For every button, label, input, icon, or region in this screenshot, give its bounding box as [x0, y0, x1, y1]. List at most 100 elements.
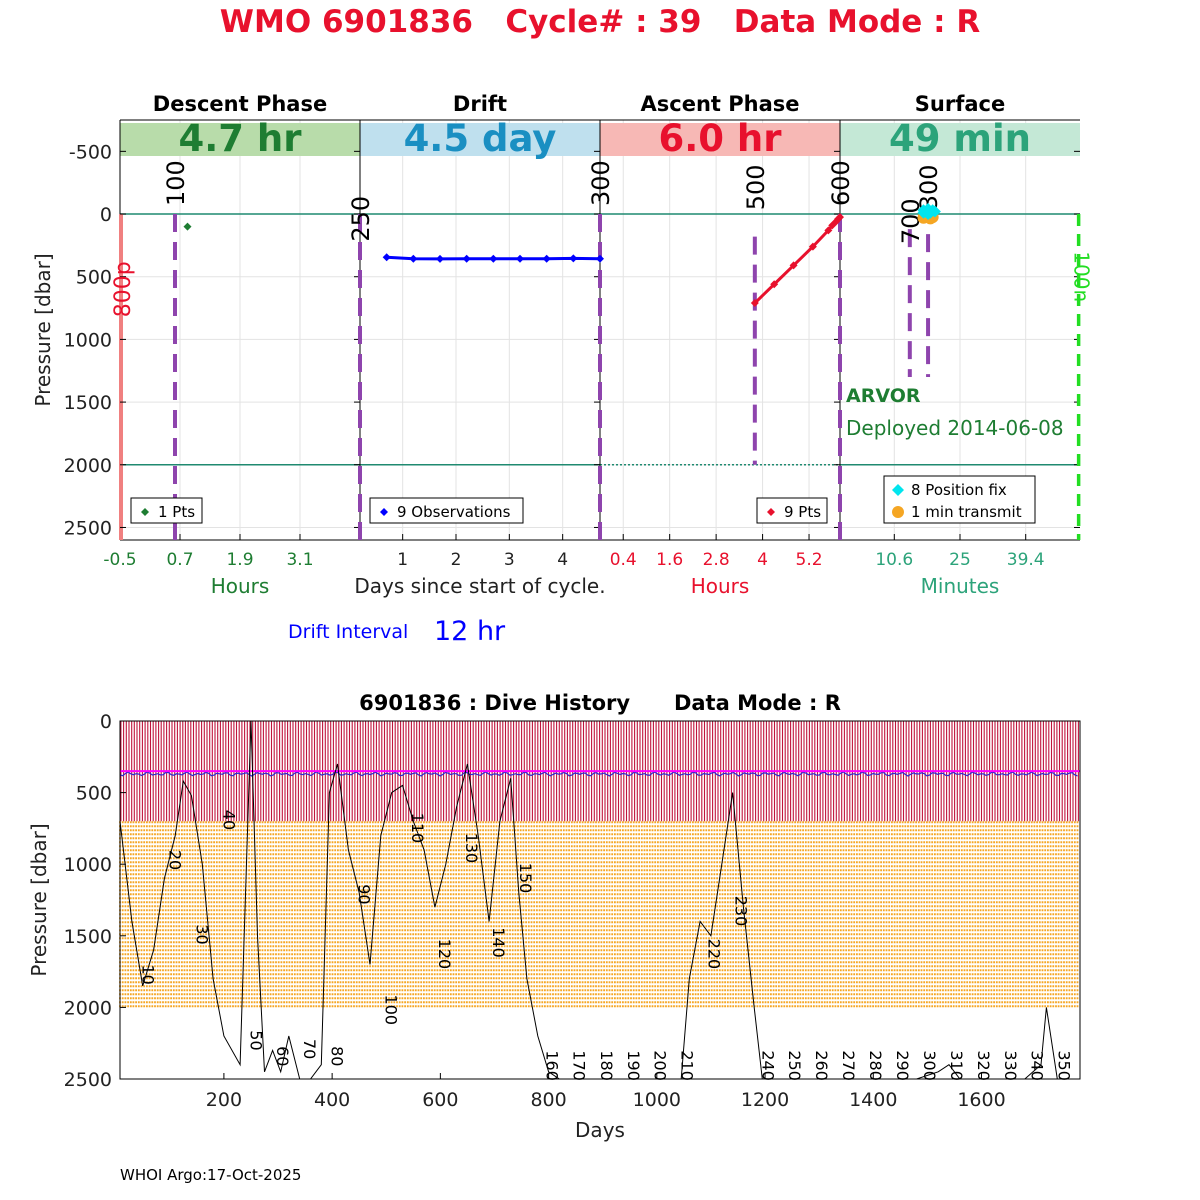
tick-label-x: 3.1 [286, 550, 313, 570]
legend-surface: 8 Position fix 1 min transmit [883, 475, 1036, 524]
tick-label-x: 2.8 [703, 550, 730, 570]
phase-title: Ascent Phase [641, 92, 800, 116]
cycle-label: 120 [435, 939, 454, 970]
y-axis-label: Pressure [dbar] [27, 823, 51, 976]
legend-swatch [767, 508, 775, 516]
cycle-label: 320 [974, 1050, 993, 1081]
cycle-label: 40 [220, 810, 239, 830]
cycle-label: 250 [785, 1050, 804, 1081]
tick-label-x: 4 [557, 550, 568, 570]
cycle-label: 100 [381, 995, 400, 1026]
phase-duration: 4.7 hr [178, 117, 302, 160]
cycle-label: 300 [920, 1050, 939, 1081]
footer-credit: WHOI Argo:17-Oct-2025 [120, 1166, 302, 1184]
marker-label: 300 [587, 160, 615, 206]
x-axis-label: Days since start of cycle. [354, 574, 605, 598]
duration-band [360, 123, 600, 156]
tick-label-x: 1 [397, 550, 408, 570]
drift-interval-value: 12 hr [434, 616, 506, 647]
cycle-label: 180 [597, 1050, 616, 1081]
marker-label: 250 [347, 196, 375, 242]
legend-text: 9 Observations [397, 503, 511, 521]
cycle-label: 330 [1001, 1050, 1020, 1081]
legend-swatch [892, 484, 904, 496]
legend-box [369, 497, 524, 524]
cycle-label: 340 [1028, 1050, 1047, 1081]
drift-point [542, 254, 551, 263]
left-red-bar [119, 214, 123, 540]
drift-point [436, 254, 444, 263]
legend-swatch [892, 506, 904, 518]
tick-label-x: 39.4 [1007, 550, 1045, 570]
tick-label-x: 1.9 [226, 550, 253, 570]
duration-band [120, 123, 360, 156]
legend-swatch [141, 508, 149, 516]
event-marker: 100 [162, 160, 190, 540]
duration-band [840, 123, 1080, 156]
cycle-label: 140 [489, 927, 508, 958]
x-axis-label: Days [575, 1118, 625, 1142]
legend-swatch [380, 508, 388, 516]
phase-duration: 49 min [889, 117, 1031, 160]
legend-ascent: 9 Pts [756, 497, 828, 524]
tick-label-y: 2500 [64, 1069, 112, 1091]
tick-label-x: 0.7 [166, 550, 193, 570]
drift-interval-label: Drift Interval [288, 621, 408, 643]
event-marker: 700 [897, 198, 925, 378]
drift-point [489, 254, 498, 263]
marker-label: 500 [742, 164, 770, 210]
event-marker: 100n [1070, 214, 1094, 540]
tick-label-y: 1500 [64, 926, 112, 948]
event-marker: 250 [347, 196, 375, 540]
event-marker: 300 [915, 164, 943, 378]
event-marker: 500 [742, 164, 770, 465]
phase-duration: 4.5 day [404, 117, 557, 160]
tick-label-x: 800 [530, 1089, 566, 1111]
profile-series [119, 721, 1080, 1008]
drift-point [382, 253, 391, 262]
tick-label-x: 1200 [741, 1089, 789, 1111]
cycle-label: 70 [300, 1039, 319, 1059]
ascent-point [789, 261, 798, 270]
cycle-label: 290 [893, 1050, 912, 1081]
tick-label-x: 0.4 [610, 550, 637, 570]
legend-text: 9 Pts [784, 503, 821, 521]
page-title: WMO 6901836 Cycle# : 39 Data Mode : R [219, 4, 981, 40]
tick-label-x: 1600 [957, 1089, 1005, 1111]
marker-label: 600 [827, 160, 855, 206]
cycle-label: 150 [516, 863, 535, 894]
x-axis-label: Minutes [921, 574, 1000, 598]
marker-label: 800p [111, 261, 136, 317]
tick-label-y: 0 [100, 204, 112, 226]
drift-point [569, 254, 578, 263]
drift-point [462, 254, 471, 263]
drift-point [409, 254, 418, 263]
legend-descent: 1 Pts [130, 497, 203, 524]
tick-label-x: 5.2 [796, 550, 823, 570]
marker-label: 100n [1070, 251, 1094, 302]
tick-label-x: -0.5 [103, 550, 136, 570]
cycle-label: 60 [273, 1046, 292, 1066]
tick-label-y: -500 [69, 141, 112, 163]
phase-title: Surface [915, 92, 1005, 116]
event-marker: 300 [587, 160, 615, 540]
tick-label-x: 1.6 [656, 550, 683, 570]
event-marker: 600 [827, 160, 855, 540]
cycle-label: 210 [677, 1050, 696, 1081]
cycle-label: 240 [759, 1050, 778, 1081]
tick-label-y: 1000 [64, 854, 112, 876]
tick-label-x: 3 [504, 550, 515, 570]
tick-label-x: 25 [949, 550, 971, 570]
float-type: ARVOR [846, 385, 921, 407]
tick-label-y: 500 [76, 783, 112, 805]
cycle-label: 90 [354, 884, 373, 904]
x-axis-label: Hours [691, 574, 750, 598]
duration-band [600, 123, 840, 156]
cycle-label: 270 [839, 1050, 858, 1081]
cycle-label: 260 [812, 1050, 831, 1081]
x-axis-label: Hours [211, 574, 270, 598]
marker-label: 100 [162, 160, 190, 206]
